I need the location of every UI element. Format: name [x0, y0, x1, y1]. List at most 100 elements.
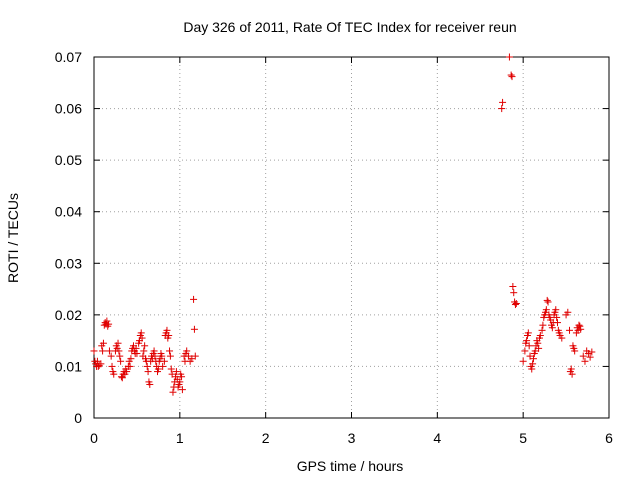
data-point [127, 355, 135, 363]
data-point [160, 357, 168, 365]
data-point [165, 331, 173, 339]
y-tick-label: 0.04 [55, 204, 82, 220]
data-point [97, 360, 105, 368]
y-tick-label: 0.02 [55, 307, 82, 323]
data-point [105, 347, 113, 355]
data-point [103, 317, 111, 325]
data-point [115, 347, 123, 355]
data-point [536, 331, 544, 339]
data-point [523, 337, 531, 345]
data-point [510, 289, 518, 297]
data-point [564, 308, 572, 316]
y-tick-label: 0.07 [55, 49, 82, 65]
x-tick-label: 3 [348, 430, 356, 446]
x-tick-label: 1 [176, 430, 184, 446]
data-point [553, 313, 561, 321]
y-tick-label: 0 [74, 410, 82, 426]
x-tick-label: 0 [90, 430, 98, 446]
data-point [558, 334, 566, 342]
data-point [505, 53, 513, 61]
data-point [190, 295, 198, 303]
data-point [137, 329, 145, 337]
data-point [105, 320, 113, 328]
data-point [144, 368, 152, 376]
x-tick-label: 6 [605, 430, 613, 446]
x-axis: 0 1 2 3 4 5 6 [90, 57, 613, 446]
data-point [568, 370, 576, 378]
data-point [158, 352, 166, 360]
data-point [118, 374, 126, 382]
data-point [579, 352, 587, 360]
data-point [126, 362, 134, 370]
data-point [146, 380, 154, 388]
data-point [529, 360, 537, 368]
data-point [534, 339, 542, 347]
data-point [95, 361, 103, 369]
data-point [176, 378, 184, 386]
x-axis-label: GPS time / hours [297, 458, 404, 474]
data-point [163, 326, 171, 334]
data-point [178, 373, 186, 381]
y-axis: 0 0.01 0.02 0.03 0.04 0.05 0.06 0.07 [55, 49, 609, 426]
data-point [543, 296, 551, 304]
data-point [138, 334, 146, 342]
data-point [566, 326, 574, 334]
data-point [140, 347, 148, 355]
data-point [584, 350, 592, 358]
data-point [108, 362, 116, 370]
data-point [190, 325, 198, 333]
data-point [99, 347, 107, 355]
data-point [552, 306, 560, 314]
data-point [538, 326, 546, 334]
data-point [151, 352, 159, 360]
data-point [99, 339, 107, 347]
data-point [588, 348, 596, 356]
data-point [576, 322, 584, 330]
data-point [117, 357, 125, 365]
data-point [90, 347, 98, 355]
chart-title: Day 326 of 2011, Rate Of TEC Index for r… [183, 19, 516, 35]
data-point [178, 386, 186, 394]
data-point [159, 362, 167, 370]
y-tick-label: 0.01 [55, 358, 82, 374]
data-point [107, 352, 115, 360]
data-point [191, 352, 199, 360]
data-point [528, 365, 536, 373]
data-point [154, 365, 162, 373]
data-point [535, 344, 543, 352]
data-point [575, 321, 583, 329]
data-point [123, 368, 131, 376]
data-point [508, 73, 516, 81]
data-point [581, 357, 589, 365]
data-point [548, 324, 556, 332]
data-point [166, 352, 174, 360]
data-point [183, 347, 191, 355]
data-point [169, 388, 177, 396]
data-point [512, 300, 520, 308]
data-point [101, 319, 109, 327]
data-point [172, 368, 180, 376]
data-point [114, 339, 122, 347]
data-point [571, 347, 579, 355]
data-point [529, 355, 537, 363]
data-point [143, 362, 151, 370]
x-tick-label: 2 [262, 430, 270, 446]
y-tick-label: 0.05 [55, 152, 82, 168]
data-point [539, 321, 547, 329]
y-tick-label: 0.03 [55, 255, 82, 271]
data-points [90, 53, 596, 396]
data-point [507, 71, 515, 79]
grid [94, 57, 609, 418]
data-point [577, 325, 585, 333]
y-axis-label: ROTI / TECUs [5, 193, 21, 283]
data-point [116, 352, 124, 360]
data-point [554, 319, 561, 327]
data-point [166, 347, 174, 355]
data-point [509, 282, 517, 290]
data-point [498, 105, 506, 113]
data-point [542, 306, 550, 314]
data-point [499, 98, 507, 106]
x-tick-label: 5 [519, 430, 527, 446]
x-tick-label: 4 [433, 430, 441, 446]
